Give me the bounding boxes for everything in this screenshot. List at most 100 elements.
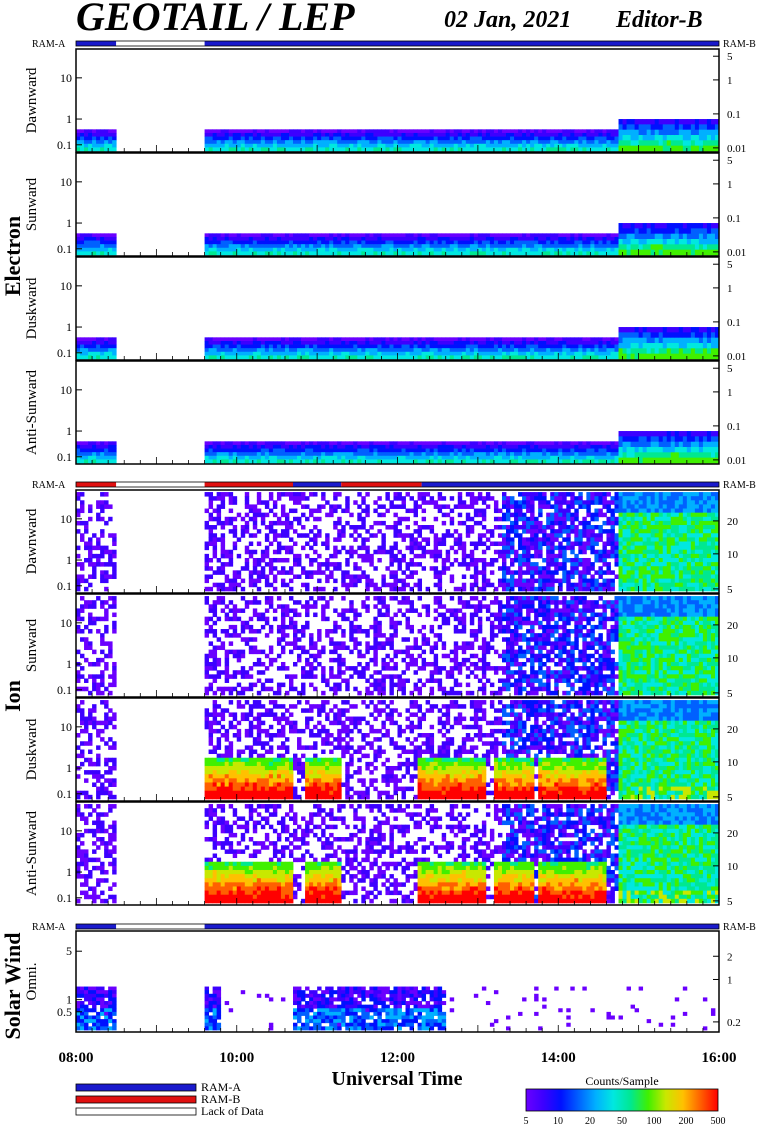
spectrogram-cell (482, 449, 486, 453)
spectrogram-cell (534, 251, 538, 255)
spectrogram-cell (594, 144, 598, 148)
spectrogram-cell (329, 574, 333, 579)
spectrogram-cell (245, 562, 249, 567)
spectrogram-cell (623, 234, 627, 240)
spectrogram-cell (209, 133, 213, 137)
spectrogram-cell (84, 144, 88, 148)
spectrogram-cell (522, 449, 526, 453)
spectrogram-cell (438, 445, 442, 449)
spectrogram-cell (100, 459, 104, 463)
spectrogram-cell (510, 529, 514, 534)
spectrogram-cell (309, 337, 313, 341)
spectrogram-cell (458, 445, 462, 449)
spectrogram-cell (422, 500, 426, 505)
spectrogram-cell (426, 337, 430, 341)
spectrogram-cell (462, 345, 466, 349)
spectrogram-cell (647, 234, 651, 240)
spectrogram-cell (108, 558, 112, 563)
spectrogram-cell (353, 233, 357, 237)
spectrogram-cell (88, 244, 92, 248)
spectrogram-cell (586, 583, 590, 588)
spectrogram-cell (554, 496, 558, 501)
spectrogram-cell (610, 449, 614, 453)
spectrogram-cell (550, 533, 554, 538)
spectrogram-cell (265, 348, 269, 352)
spectrogram-cell (385, 583, 389, 588)
spectrogram-cell (325, 355, 329, 359)
spectrogram-cell (377, 558, 381, 563)
spectrogram-cell (494, 550, 498, 555)
spectrogram-cell (80, 147, 84, 151)
spectrogram-cell (582, 144, 586, 148)
spectrogram-cell (711, 348, 715, 354)
spectrogram-cell (233, 452, 237, 456)
spectrogram-cell (381, 513, 385, 518)
spectrogram-cell (498, 452, 502, 456)
spectrogram-cell (349, 248, 353, 252)
spectrogram-cell (462, 233, 466, 237)
spectrogram-cell (273, 355, 277, 359)
spectrogram-cell (651, 228, 655, 234)
spectrogram-cell (570, 546, 574, 551)
spectrogram-cell (281, 558, 285, 563)
spectrogram-cell (426, 492, 430, 497)
spectrogram-cell (526, 525, 530, 530)
spectrogram-cell (486, 144, 490, 148)
spectrogram-cell (466, 459, 470, 463)
spectrogram-cell (430, 237, 434, 241)
spectrogram-cell (534, 337, 538, 341)
spectrogram-cell (337, 533, 341, 538)
spectrogram-cell (241, 459, 245, 463)
spectrogram-cell (265, 133, 269, 137)
spectrogram-cell (663, 458, 667, 464)
spectrogram-cell (430, 554, 434, 559)
spectrogram-cell (534, 579, 538, 584)
spectrogram-cell (112, 144, 116, 148)
spectrogram-cell (526, 129, 530, 133)
spectrogram-cell (229, 583, 233, 588)
spectrogram-cell (458, 533, 462, 538)
spectrogram-cell (554, 133, 558, 137)
spectrogram-cell (293, 144, 297, 148)
spectrogram-cell (377, 550, 381, 555)
spectrogram-cell (301, 147, 305, 151)
spectrogram-cell (84, 137, 88, 141)
spectrogram-cell (361, 144, 365, 148)
spectrogram-cell (430, 449, 434, 453)
spectrogram-cell (377, 452, 381, 456)
spectrogram-cell (393, 546, 397, 551)
spectrogram-cell (221, 492, 225, 497)
spectrogram-cell (659, 431, 663, 437)
spectrogram-cell (695, 327, 699, 333)
spectrogram-cell (530, 129, 534, 133)
spectrogram-cell (353, 140, 357, 144)
spectrogram-cell (590, 241, 594, 245)
spectrogram-cell (281, 144, 285, 148)
spectrogram-cell (281, 513, 285, 518)
spectrogram-cell (562, 496, 566, 501)
spectrogram-cell (237, 583, 241, 588)
spectrogram-cell (695, 436, 699, 442)
spectrogram-cell (594, 579, 598, 584)
spectrogram-cell (422, 492, 426, 497)
spectrogram-cell (643, 239, 647, 245)
spectrogram-cell (598, 133, 602, 137)
spectrogram-cell (273, 237, 277, 241)
spectrogram-cell (245, 137, 249, 141)
spectrogram-cell (402, 147, 406, 151)
spectrogram-cell (482, 517, 486, 522)
spectrogram-cell (466, 352, 470, 356)
spectrogram-cell (100, 144, 104, 148)
spectrogram-cell (333, 566, 337, 571)
spectrogram-cell (422, 337, 426, 341)
spectrogram-cell (317, 251, 321, 255)
spectrogram-cell (313, 517, 317, 522)
spectrogram-cell (221, 348, 225, 352)
spectrogram-cell (393, 554, 397, 559)
spectrogram-cell (245, 459, 249, 463)
spectrogram-cell (506, 542, 510, 547)
spectrogram-cell (84, 348, 88, 352)
spectrogram-cell (357, 459, 361, 463)
spectrogram-cell (393, 337, 397, 341)
spectrogram-cell (245, 345, 249, 349)
